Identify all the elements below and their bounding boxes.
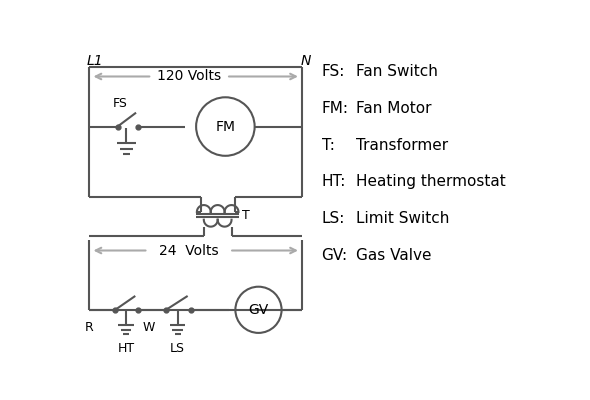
Text: Fan Switch: Fan Switch [356,64,438,78]
Text: GV:: GV: [322,248,348,264]
Text: FS: FS [113,97,128,110]
Text: Heating thermostat: Heating thermostat [356,174,506,190]
Text: FM: FM [215,120,235,134]
Text: 120 Volts: 120 Volts [157,70,221,84]
Text: FS:: FS: [322,64,345,78]
Text: Fan Motor: Fan Motor [356,100,432,116]
Text: W: W [143,320,155,334]
Text: FM:: FM: [322,100,349,116]
Text: Limit Switch: Limit Switch [356,212,450,226]
Text: N: N [301,54,311,68]
Text: Transformer: Transformer [356,138,448,152]
Text: T: T [242,209,250,222]
Text: LS: LS [170,342,185,355]
Text: 24  Volts: 24 Volts [159,244,219,258]
Text: LS:: LS: [322,212,345,226]
Text: Gas Valve: Gas Valve [356,248,432,264]
Text: GV: GV [248,303,268,317]
Text: R: R [85,320,93,334]
Text: L1: L1 [87,54,103,68]
Text: HT: HT [117,342,135,355]
Text: T:: T: [322,138,335,152]
Text: HT:: HT: [322,174,346,190]
